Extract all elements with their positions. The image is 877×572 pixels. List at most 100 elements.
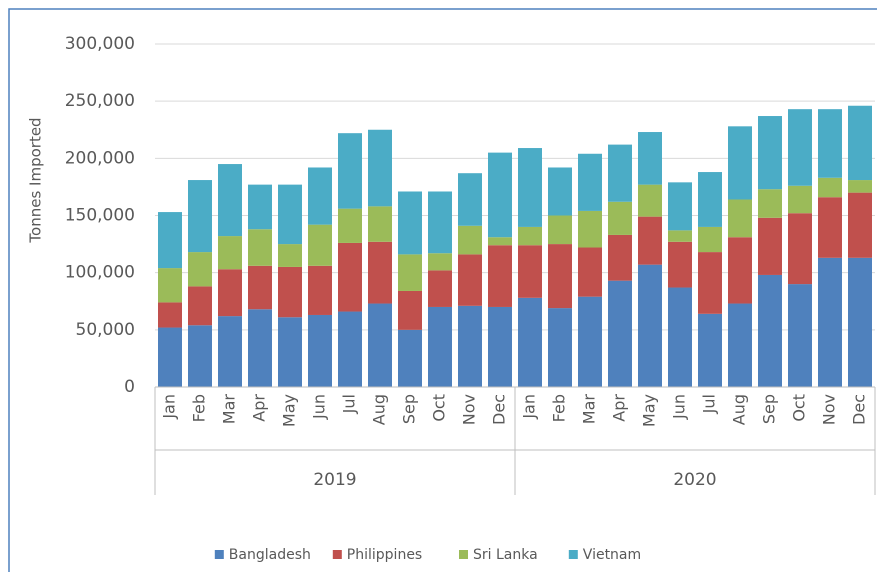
legend-label: Sri Lanka — [473, 547, 538, 563]
bar-segment — [158, 212, 182, 269]
bar-segment — [608, 280, 632, 387]
bar-segment — [848, 257, 872, 387]
x-tick-label: Nov — [460, 394, 479, 425]
y-tick-label: 250,000 — [65, 91, 135, 111]
bar-segment — [308, 224, 332, 266]
bar-segment — [158, 268, 182, 303]
bar-segment — [578, 153, 602, 211]
bar-segment — [638, 264, 662, 387]
y-tick-label: 0 — [124, 377, 135, 397]
bar-segment — [788, 213, 812, 285]
legend-label: Bangladesh — [229, 547, 311, 563]
bar-segment — [518, 297, 542, 387]
bar-segment — [428, 191, 452, 254]
group-label: 2019 — [313, 470, 356, 490]
bar-segment — [158, 302, 182, 328]
bar-segment — [788, 109, 812, 186]
bar-segment — [518, 226, 542, 246]
bar-segment — [698, 172, 722, 227]
bar-segment — [308, 167, 332, 225]
bar-segment — [848, 180, 872, 193]
bar-segment — [218, 269, 242, 317]
bar-segment — [458, 173, 482, 226]
x-tick-label: Oct — [790, 394, 809, 422]
bar-segment — [548, 244, 572, 309]
bar-segment — [728, 237, 752, 304]
bar-segment — [818, 109, 842, 178]
bar-segment — [548, 215, 572, 245]
bar-segment — [278, 184, 302, 245]
bar-segment — [188, 252, 212, 287]
x-tick-label: Jan — [160, 394, 179, 420]
legend-swatch — [332, 550, 342, 559]
bar-segment — [248, 229, 272, 266]
bar-segment — [548, 308, 572, 387]
bar-segment — [218, 316, 242, 387]
bar-segment — [668, 182, 692, 231]
bar-segment — [518, 148, 542, 227]
x-tick-label: Apr — [250, 394, 269, 422]
x-tick-label: Jan — [520, 394, 539, 420]
bar-segment — [578, 210, 602, 248]
bar-segment — [368, 206, 392, 242]
bar-segment — [668, 230, 692, 242]
bar-segment — [278, 317, 302, 387]
bar-segment — [608, 234, 632, 281]
bar-segment — [338, 133, 362, 209]
x-tick-label: Nov — [820, 394, 839, 425]
bar-segment — [398, 290, 422, 330]
x-tick-label: Dec — [490, 394, 509, 425]
bar-segment — [728, 126, 752, 200]
bar-segment — [218, 164, 242, 237]
bar-segment — [638, 216, 662, 265]
bar-segment — [248, 184, 272, 230]
bar-segment — [758, 274, 782, 387]
bar-segment — [218, 236, 242, 270]
x-tick-label: Jun — [310, 394, 329, 420]
bar-segment — [368, 241, 392, 304]
x-tick-label: Mar — [220, 394, 239, 425]
bar-segment — [758, 217, 782, 275]
bar-segment — [308, 314, 332, 387]
bar-segment — [818, 197, 842, 258]
bar-segment — [248, 265, 272, 310]
bar-segment — [578, 296, 602, 387]
bar-segment — [818, 177, 842, 198]
bar-segment — [608, 144, 632, 202]
bar-segment — [278, 266, 302, 318]
bar-segment — [368, 129, 392, 207]
bar-segment — [638, 132, 662, 185]
bar-segment — [728, 199, 752, 238]
y-axis-title: Tonnes Imported — [27, 117, 45, 243]
bar-segment — [188, 180, 212, 253]
x-tick-label: Aug — [730, 394, 749, 425]
bar-segment — [428, 270, 452, 307]
bar-segment — [458, 254, 482, 306]
bar-segment — [488, 237, 512, 246]
bar-segment — [668, 241, 692, 288]
bar-segment — [758, 189, 782, 218]
x-tick-label: Sep — [760, 394, 779, 424]
bar-segment — [548, 167, 572, 216]
bar-segment — [338, 242, 362, 312]
group-label: 2020 — [673, 470, 716, 490]
bar-segment — [608, 201, 632, 235]
x-tick-label: Jul — [340, 394, 359, 414]
y-tick-label: 200,000 — [65, 148, 135, 168]
y-tick-label: 100,000 — [65, 263, 135, 283]
bar-segment — [278, 244, 302, 267]
x-tick-label: Apr — [610, 394, 629, 422]
bar-segment — [848, 192, 872, 258]
x-tick-label: May — [640, 394, 659, 427]
bar-segment — [578, 247, 602, 297]
x-tick-label: Aug — [370, 394, 389, 425]
bar-segment — [428, 306, 452, 387]
x-tick-label: Mar — [580, 394, 599, 425]
bar-segment — [638, 184, 662, 217]
bar-segment — [428, 253, 452, 271]
legend-swatch — [459, 550, 468, 559]
x-tick-label: Oct — [430, 394, 449, 422]
bar-segment — [398, 254, 422, 291]
bar-segment — [188, 286, 212, 326]
